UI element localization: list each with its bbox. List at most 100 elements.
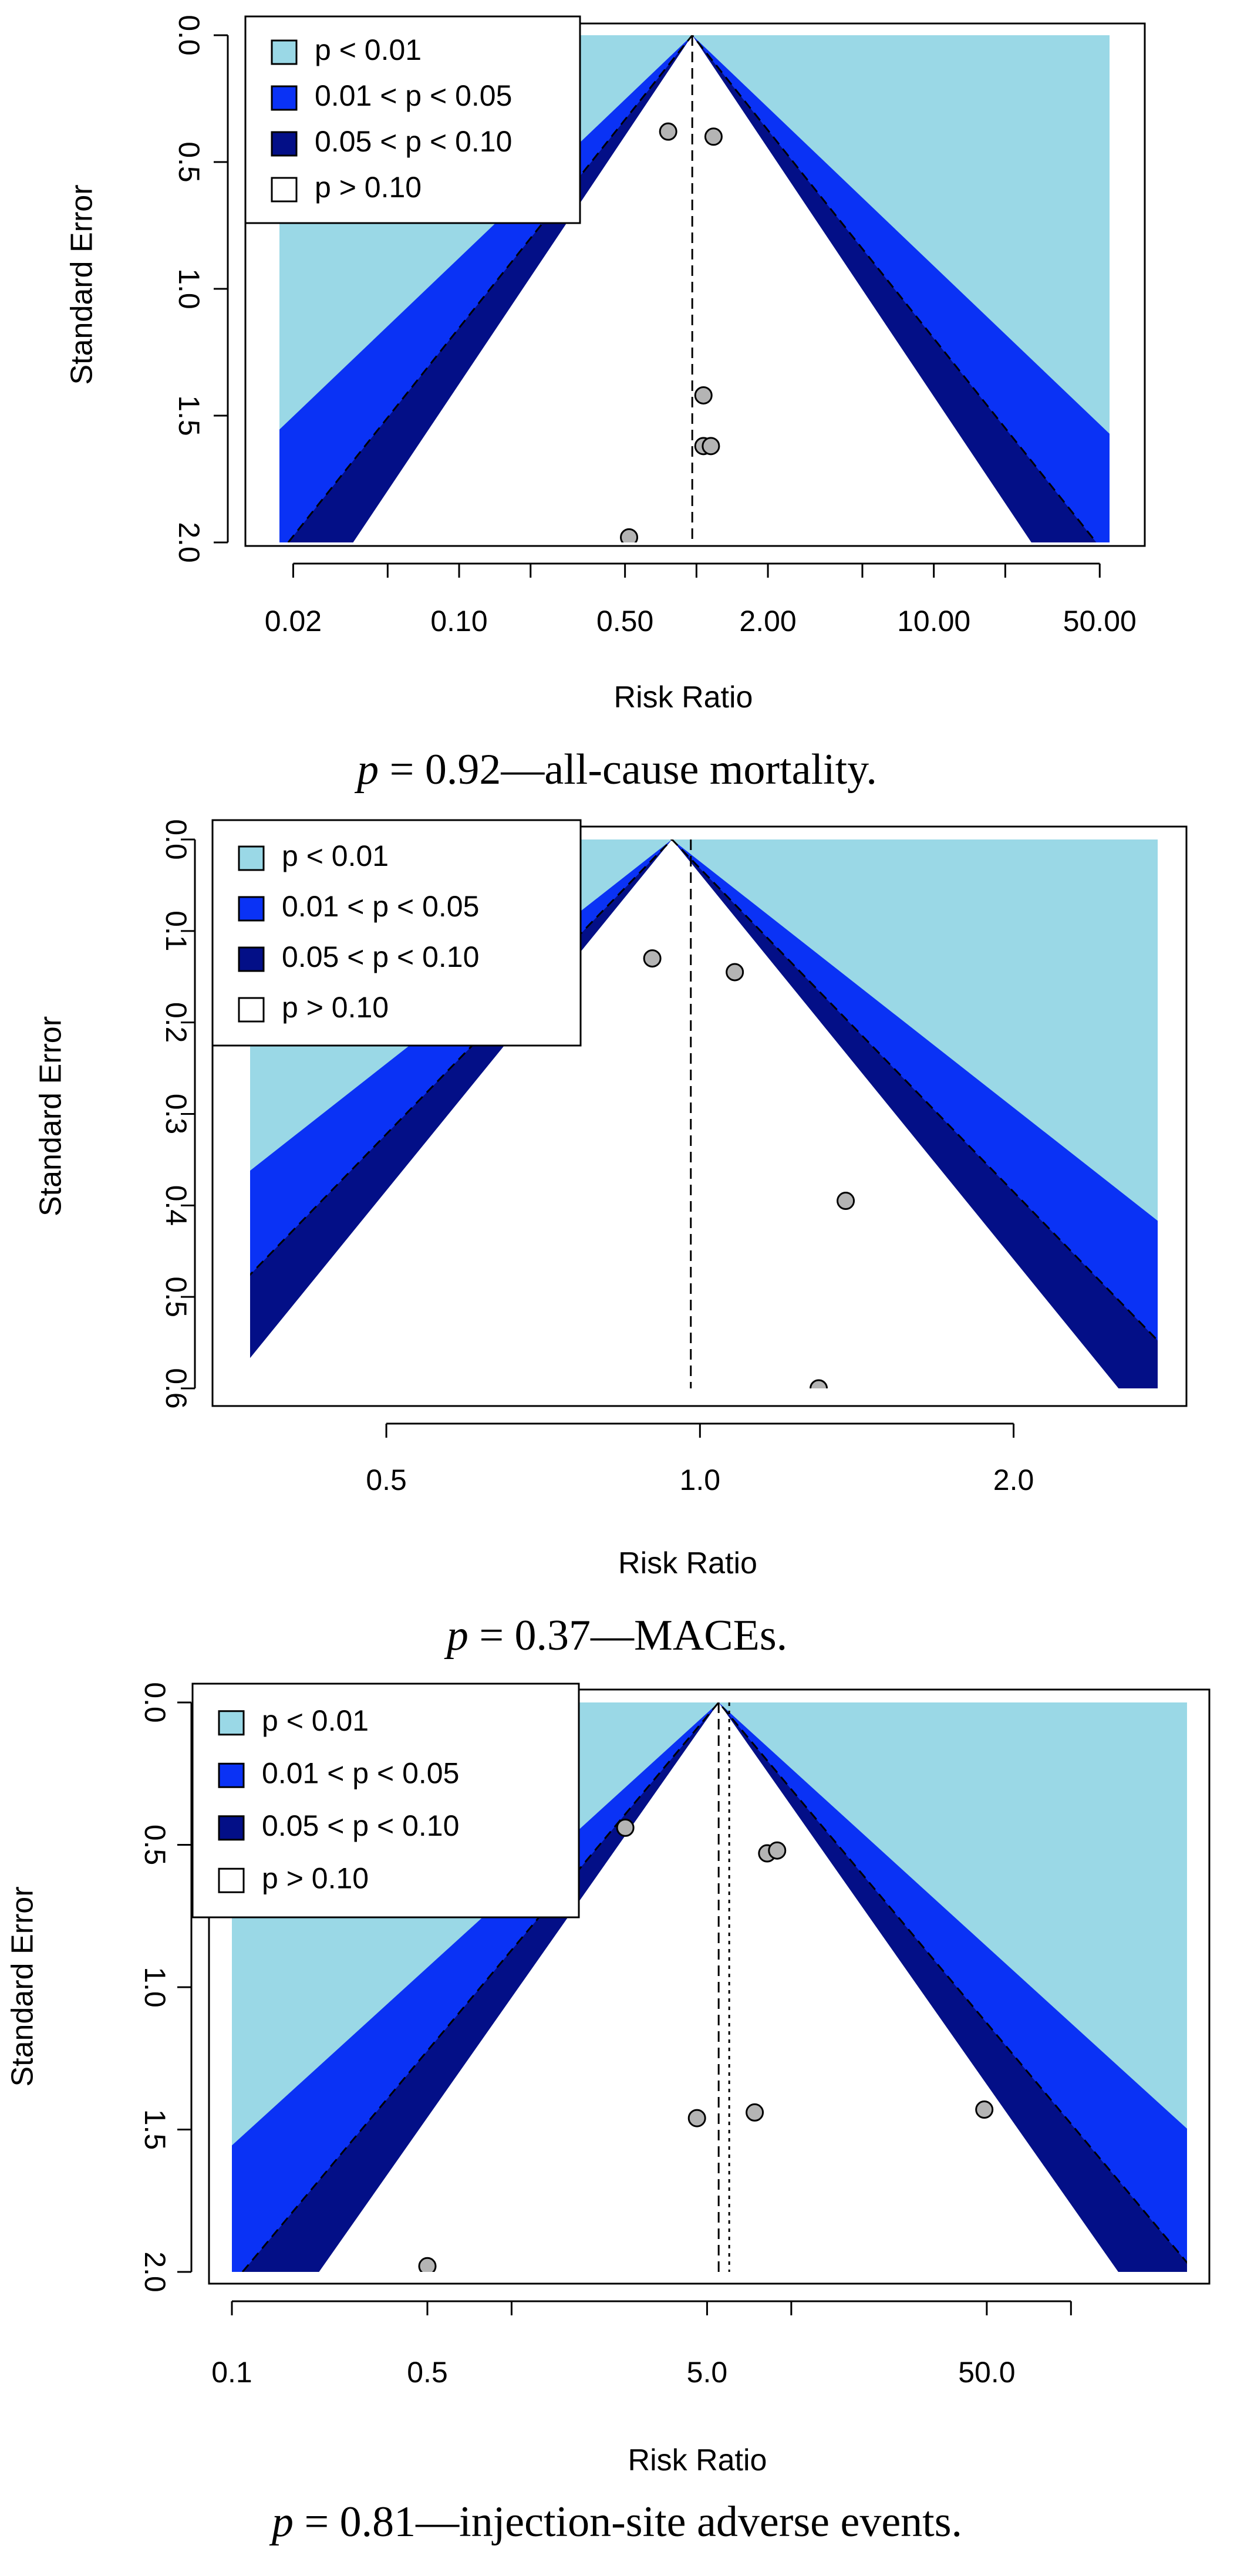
y-tick-label: 0.5	[173, 141, 205, 183]
y-axis-title: Standard Error	[34, 1016, 68, 1216]
x-tick-label: 0.5	[407, 2356, 448, 2389]
plot-frame	[211, 825, 1188, 1407]
legend-box	[211, 819, 582, 1047]
legend-swatch	[218, 1867, 245, 1893]
confidence-lines	[241, 1702, 1187, 2272]
legend: p < 0.01 0.01 < p < 0.05 0.05 < p < 0.10 p …	[211, 819, 582, 1047]
legend-label: 0.05 < p < 0.10	[262, 1809, 459, 1842]
funnel-plot-3: 0.1 0.5 5.0 50.0 0.0 0.5 1.0 1.5 2.0 Risk Ratio St…	[6, 1682, 1211, 2546]
y-tick-label: 0.5	[160, 1276, 193, 1317]
y-tick-label: 0.0	[160, 819, 193, 860]
legend-swatch	[218, 1762, 245, 1788]
legend-label: p < 0.01	[282, 839, 389, 872]
legend-swatch	[238, 845, 265, 871]
study-point-5	[702, 437, 720, 456]
legend-swatch	[271, 39, 298, 65]
x-tick-label: 0.10	[430, 605, 487, 638]
caption-p-symbol: p	[444, 1611, 468, 1660]
y-tick-label: 1.0	[139, 1967, 171, 2008]
x-axis-title: Risk Ratio	[614, 680, 753, 714]
legend-box	[244, 15, 581, 224]
legend-swatch	[218, 1710, 245, 1736]
confidence-lines	[250, 839, 1158, 1342]
y-tick-label: 0.3	[160, 1094, 193, 1135]
x-tick-label: 2.0	[993, 1464, 1034, 1496]
x-tick-label: 50.0	[958, 2356, 1015, 2389]
study-point-4	[810, 1379, 828, 1388]
caption-p-symbol: p	[269, 2498, 294, 2546]
caption-p-symbol: p	[354, 746, 379, 794]
y-tick-label: 0.0	[173, 15, 205, 56]
legend-label: 0.05 < p < 0.10	[282, 940, 479, 973]
funnel-plot-1: 0.02 0.10 0.50 2.00 10.00 50.00 0.0 0.5 1.0 1.5 2.…	[65, 15, 1146, 794]
caption-text: = 0.92—all-cause mortality.	[379, 746, 877, 794]
study-point-3	[694, 386, 713, 404]
region-p-gt-0.10	[250, 839, 1119, 1388]
study-point-5	[746, 2103, 764, 2122]
legend-swatch	[238, 997, 265, 1023]
x-tick-label: 50.00	[1063, 605, 1137, 638]
figure-caption: p = 0.37—MACEs.	[444, 1611, 787, 1660]
legend-label: p < 0.01	[315, 33, 422, 66]
x-tick-label: 2.00	[739, 605, 796, 638]
legend-label: p > 0.10	[315, 171, 422, 204]
legend-swatch	[271, 85, 298, 111]
y-tick-label: 1.5	[139, 2109, 171, 2150]
study-point-6	[975, 2100, 994, 2119]
legend-label: 0.01 < p < 0.05	[315, 79, 512, 112]
study-point-2	[704, 127, 723, 146]
y-axis-title: Standard Error	[65, 184, 99, 385]
x-tick-label: 10.00	[897, 605, 970, 638]
x-axis-title: Risk Ratio	[618, 1546, 757, 1580]
funnel-plot-2: 0.5 1.0 2.0 0.0 0.1 0.2 0.3 0.4 0.5 0.6 Risk Ratio…	[34, 819, 1188, 1660]
legend: p < 0.01 0.01 < p < 0.05 0.05 < p < 0.10 p …	[191, 1683, 580, 1918]
study-point-3	[768, 1841, 787, 1860]
study-point-4	[687, 2109, 706, 2127]
plot-frame	[244, 22, 1146, 547]
y-tick-label: 0.1	[160, 911, 193, 952]
y-tick-label: 0.5	[139, 1825, 171, 1866]
y-tick-label: 1.0	[173, 268, 205, 309]
legend: p < 0.01 0.01 < p < 0.05 0.05 < p < 0.10 p …	[244, 15, 581, 224]
y-axis-title: Standard Error	[6, 1886, 40, 2086]
y-tick-label: 2.0	[173, 522, 205, 563]
study-point-6	[620, 528, 639, 542]
x-tick-label: 0.02	[265, 605, 322, 638]
x-tick-label: 0.50	[596, 605, 653, 638]
plot-frame	[208, 1688, 1211, 2285]
y-tick-label: 1.5	[173, 395, 205, 436]
legend-swatch	[238, 896, 265, 922]
confidence-lines	[287, 35, 1097, 542]
plot-area	[250, 839, 1158, 1388]
y-tick-label: 2.0	[139, 2251, 171, 2292]
figure-caption: p = 0.81—injection-site adverse events.	[269, 2498, 962, 2546]
y-tick-label: 0.6	[160, 1368, 193, 1409]
plot-area	[279, 35, 1110, 542]
legend-swatch	[271, 131, 298, 157]
legend-swatch	[218, 1815, 245, 1841]
figure-caption: p = 0.92—all-cause mortality.	[354, 746, 877, 794]
study-point-1	[659, 122, 677, 141]
x-tick-label: 0.1	[211, 2356, 252, 2389]
x-tick-label: 5.0	[687, 2356, 728, 2389]
plot-area	[232, 1702, 1187, 2272]
legend-swatch	[238, 946, 265, 972]
legend-box	[191, 1683, 580, 1918]
legend-swatch	[271, 177, 298, 203]
y-tick-label: 0.2	[160, 1002, 193, 1043]
legend-label: 0.05 < p < 0.10	[315, 125, 512, 158]
study-point-3	[837, 1192, 855, 1211]
legend-label: 0.01 < p < 0.05	[262, 1756, 459, 1789]
x-tick-label: 1.0	[680, 1464, 721, 1496]
x-axis-title: Risk Ratio	[628, 2443, 767, 2477]
study-point-1	[616, 1818, 635, 1837]
legend-label: p < 0.01	[262, 1704, 369, 1737]
study-point-2	[726, 963, 744, 982]
y-tick-label: 0.4	[160, 1185, 193, 1226]
legend-label: 0.01 < p < 0.05	[282, 890, 479, 923]
caption-text: = 0.81—injection-site adverse events.	[294, 2498, 962, 2546]
study-point-1	[643, 949, 662, 968]
y-tick-label: 0.0	[139, 1682, 171, 1723]
x-tick-label: 0.5	[366, 1464, 407, 1496]
